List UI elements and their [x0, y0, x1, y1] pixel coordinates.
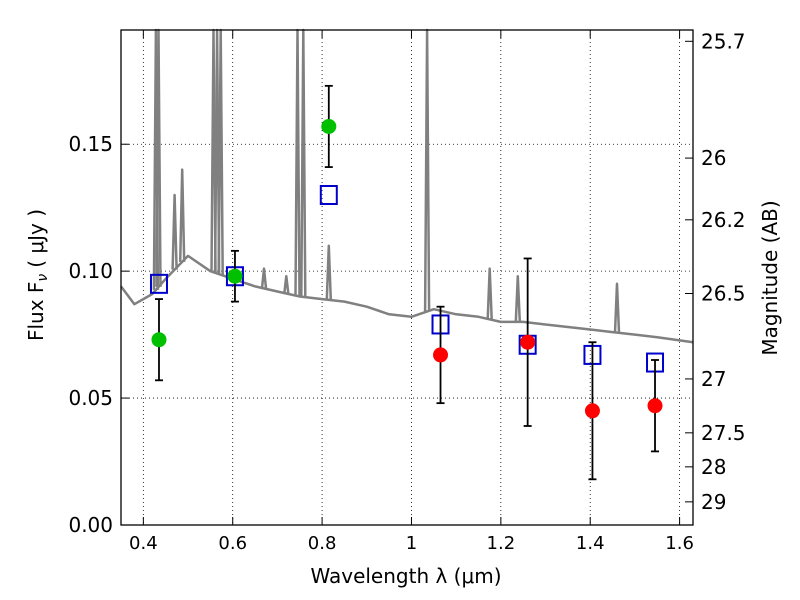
emission-line [325, 244, 333, 300]
x-tick-label: 0.8 [308, 533, 337, 554]
emission-line [514, 274, 522, 322]
x-tick-label: 0.6 [218, 533, 247, 554]
y-axis-label-group: Flux Fν ( μJy ) [24, 209, 51, 341]
x-tick-label: 1.2 [487, 533, 516, 554]
y-axis-label: Flux Fν ( μJy ) [24, 209, 51, 341]
y-tick-label: 0.00 [68, 513, 113, 537]
y2-tick-label: 26 [701, 146, 726, 170]
x-tick-label: 1.4 [576, 533, 605, 554]
x-axis-label: Wavelength λ (μm) [310, 564, 501, 588]
data-point [227, 268, 243, 284]
emission-line [300, 28, 307, 297]
y2-axis: 25.7 26 26.2 26.5 27 27.5 28 29 [685, 29, 746, 514]
emission-line [294, 28, 301, 297]
y2-tick-label: 26.2 [701, 208, 746, 232]
emission-line [486, 267, 493, 320]
y2-tick-label: 25.7 [701, 29, 746, 53]
markers-group [149, 84, 665, 481]
emission-line [178, 168, 186, 262]
y-tick-label: 0.10 [68, 259, 113, 283]
grid-lines [121, 30, 693, 526]
y-axis-label-unit: ( μJy ) [24, 209, 48, 268]
data-point [647, 398, 663, 414]
model-photometry-square [319, 185, 338, 205]
data-point [584, 403, 600, 419]
y2-tick-label: 28 [701, 455, 726, 479]
data-point [433, 347, 449, 363]
model-photometry-square [149, 273, 168, 294]
y-axis: 0.00 0.05 0.10 0.15 [68, 132, 129, 537]
y-axis-label-sub: ν [35, 274, 51, 282]
y-tick-label: 0.15 [68, 132, 113, 156]
plot-frame [120, 29, 694, 526]
y-axis-label-text: Flux F [24, 282, 48, 341]
y2-tick-label: 26.5 [701, 281, 746, 305]
emission-line [283, 274, 290, 294]
x-tick-label: 1 [406, 533, 417, 554]
data-point [520, 334, 536, 350]
y2-tick-label: 27.5 [701, 421, 746, 445]
model-template-continuum [120, 254, 694, 344]
y-tick-label: 0.05 [68, 386, 113, 410]
x-tick-label: 1.6 [665, 533, 694, 554]
x-tick-label: 0.4 [129, 533, 158, 554]
y2-tick-label: 27 [701, 367, 726, 391]
x-axis: 0.4 0.6 0.8 1 1.2 1.4 1.6 [129, 30, 694, 554]
emission-line [217, 28, 224, 275]
emission-line [613, 282, 621, 333]
data-point [321, 118, 337, 134]
emission-line [171, 193, 178, 270]
model-template-group [120, 28, 694, 344]
emission-line [260, 267, 268, 289]
y2-tick-label: 29 [701, 490, 726, 514]
data-point [151, 332, 167, 348]
emission-line [423, 28, 431, 312]
y2-axis-label: Magnitude (AB) [758, 200, 782, 355]
